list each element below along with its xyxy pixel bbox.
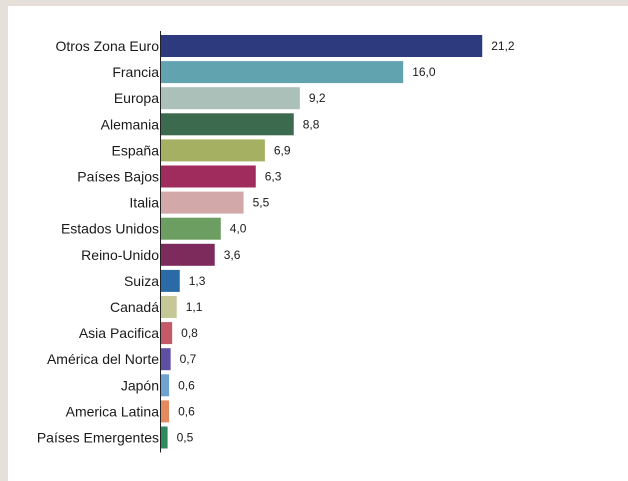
category-label-canada: Canadá — [110, 299, 159, 315]
value-label-italia: 5,5 — [253, 196, 270, 210]
value-label-america-del-norte: 0,7 — [180, 352, 197, 366]
bar-paises-bajos — [160, 165, 256, 188]
chart-panel: Otros Zona Euro 21,2 Francia 16,0 Europa 9,2 A… — [8, 6, 628, 481]
category-label-america-del-norte: América del Norte — [47, 351, 159, 367]
value-label-paises-bajos: 6,3 — [265, 170, 282, 184]
value-label-asia-pacifica: 0,8 — [181, 326, 198, 340]
category-label-otros-zona-euro: Otros Zona Euro — [56, 38, 160, 54]
bar-estados-unidos — [160, 217, 221, 240]
bar-canada — [160, 296, 177, 318]
value-label-estados-unidos: 4,0 — [230, 222, 247, 236]
value-label-reino-unido: 3,6 — [224, 248, 241, 262]
bar-asia-pacifica — [160, 322, 173, 345]
category-label-estados-unidos: Estados Unidos — [61, 221, 159, 237]
category-label-america-latina: America Latina — [66, 403, 160, 419]
category-label-francia: Francia — [112, 64, 159, 80]
value-label-canada: 1,1 — [186, 300, 203, 314]
category-label-paises-emergentes: Países Emergentes — [37, 430, 159, 446]
value-label-japon: 0,6 — [178, 378, 195, 392]
bar-chart: Otros Zona Euro 21,2 Francia 16,0 Europa 9,2 A… — [37, 31, 515, 453]
bar-paises-emergentes — [160, 426, 168, 449]
category-label-espana: España — [112, 142, 160, 158]
value-label-francia: 16,0 — [412, 65, 436, 79]
bar-japon — [160, 374, 170, 397]
category-label-paises-bajos: Países Bajos — [77, 169, 159, 185]
bar-italia — [160, 191, 244, 214]
value-label-paises-emergentes: 0,5 — [177, 431, 194, 445]
category-label-alemania: Alemania — [101, 116, 160, 132]
bar-alemania — [160, 113, 294, 136]
value-label-otros-zona-euro: 21,2 — [491, 39, 515, 53]
bar-francia — [160, 61, 404, 84]
category-label-italia: Italia — [129, 195, 159, 211]
value-label-america-latina: 0,6 — [178, 404, 195, 418]
bar-reino-unido — [160, 243, 215, 266]
value-label-alemania: 8,8 — [303, 117, 320, 131]
value-label-suiza: 1,3 — [189, 274, 206, 288]
category-label-reino-unido: Reino-Unido — [81, 247, 159, 263]
bar-espana — [160, 139, 265, 162]
category-label-suiza: Suiza — [124, 273, 159, 289]
bar-europa — [160, 87, 300, 110]
labels-group: Otros Zona Euro 21,2 Francia 16,0 Europa 9,2 A… — [37, 38, 515, 446]
category-label-asia-pacifica: Asia Pacifica — [79, 325, 159, 341]
bar-america-latina — [160, 400, 170, 423]
bars-group — [160, 35, 483, 449]
category-label-europa: Europa — [114, 90, 159, 106]
category-label-japon: Japón — [121, 377, 159, 393]
bar-suiza — [160, 269, 180, 292]
bar-america-del-norte — [160, 348, 171, 371]
value-label-europa: 9,2 — [309, 91, 326, 105]
value-label-espana: 6,9 — [274, 143, 291, 157]
bar-otros-zona-euro — [160, 35, 483, 57]
